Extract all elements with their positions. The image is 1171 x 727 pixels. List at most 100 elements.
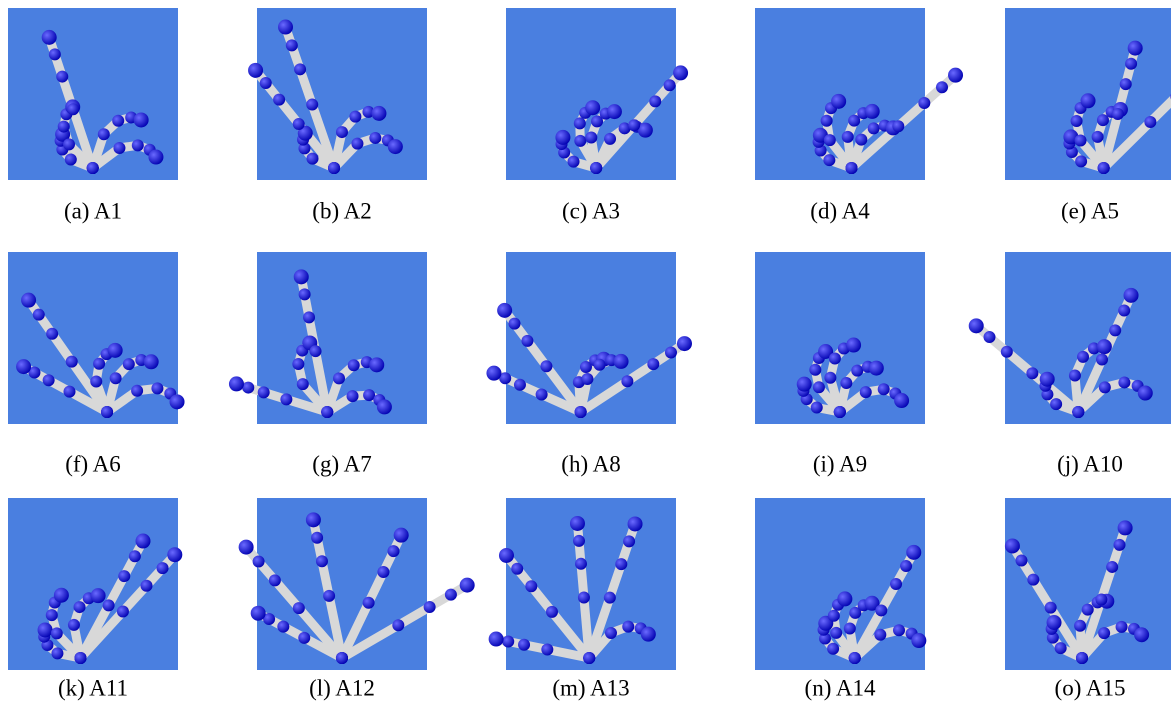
joint: [51, 647, 63, 659]
joint: [489, 632, 504, 647]
joint: [855, 134, 867, 146]
joint: [167, 547, 182, 562]
joint: [141, 580, 153, 592]
joint: [1077, 351, 1089, 363]
gesture-image: [248, 8, 427, 180]
joint: [894, 393, 909, 408]
joint: [310, 345, 322, 357]
joint: [837, 591, 852, 606]
joint: [294, 63, 306, 75]
gesture-image: [239, 498, 475, 670]
joint: [63, 386, 75, 398]
joint: [824, 372, 836, 384]
joint: [615, 558, 627, 570]
joint: [1047, 615, 1062, 630]
joint: [63, 138, 75, 150]
joint: [851, 365, 863, 377]
joint: [46, 328, 58, 340]
joint: [292, 358, 304, 370]
joint: [118, 570, 130, 582]
joint: [93, 358, 105, 370]
joint: [948, 68, 963, 83]
joint: [555, 130, 570, 145]
joint: [865, 104, 880, 119]
joint: [38, 622, 53, 637]
joint: [823, 154, 835, 166]
joint: [1109, 324, 1121, 336]
joint: [846, 338, 861, 353]
caption: (h) A8: [561, 451, 620, 476]
joint: [1045, 602, 1057, 614]
joint: [42, 30, 57, 45]
joint: [1092, 131, 1104, 143]
joint: [813, 381, 825, 393]
joint: [242, 382, 254, 394]
joint: [273, 94, 285, 106]
joint: [502, 636, 514, 648]
joint: [170, 394, 185, 409]
joint: [1097, 339, 1112, 354]
joint: [824, 134, 836, 146]
joint: [797, 377, 812, 392]
joint: [33, 309, 45, 321]
joint: [377, 566, 389, 578]
joint: [1050, 398, 1062, 410]
joint: [108, 343, 123, 358]
joint: [1072, 406, 1084, 418]
joint: [269, 574, 281, 586]
joint: [590, 162, 602, 174]
joint: [251, 606, 266, 621]
joint: [568, 156, 580, 168]
joint: [369, 132, 381, 144]
gesture-image: [486, 252, 692, 424]
joint: [253, 556, 265, 568]
joint: [388, 139, 403, 154]
joint: [306, 512, 321, 527]
joint: [518, 639, 530, 651]
joint: [1071, 115, 1083, 127]
joint: [875, 604, 887, 616]
joint: [336, 126, 348, 138]
joint: [74, 652, 86, 664]
joint: [622, 621, 634, 633]
joint: [123, 358, 135, 370]
joint: [575, 406, 587, 418]
joint: [911, 633, 926, 648]
joint: [1106, 561, 1118, 573]
joint: [316, 555, 328, 567]
joint: [623, 535, 635, 547]
joint: [148, 150, 163, 165]
joint: [98, 128, 110, 140]
gesture-image: [8, 8, 178, 180]
joint: [827, 643, 839, 655]
joint: [321, 406, 333, 418]
joint: [842, 131, 854, 143]
joint: [392, 619, 404, 631]
joint: [1124, 288, 1139, 303]
gesture-image: [755, 252, 925, 424]
joint: [647, 358, 659, 370]
joint: [46, 609, 58, 621]
caption: (n) A14: [805, 675, 876, 700]
joint: [677, 336, 692, 351]
gesture-image: [969, 252, 1171, 424]
joint: [65, 153, 77, 165]
joint: [91, 588, 106, 603]
joint: [306, 99, 318, 111]
page: (a) A1(b) A2(c) A3(d) A4(e) A5(f) A6(g) …: [0, 0, 1171, 722]
joint: [497, 303, 512, 318]
caption: (k) A11: [58, 675, 128, 700]
joint: [900, 560, 912, 572]
joint: [1099, 381, 1111, 393]
joint: [1118, 520, 1133, 535]
joint: [570, 516, 585, 531]
joint: [306, 153, 318, 165]
joint: [983, 331, 995, 343]
joint: [1144, 116, 1156, 128]
joint: [333, 372, 345, 384]
joint: [1120, 78, 1132, 90]
joint: [486, 366, 501, 381]
joint: [878, 383, 890, 395]
joint: [649, 95, 661, 107]
joint: [868, 122, 880, 134]
